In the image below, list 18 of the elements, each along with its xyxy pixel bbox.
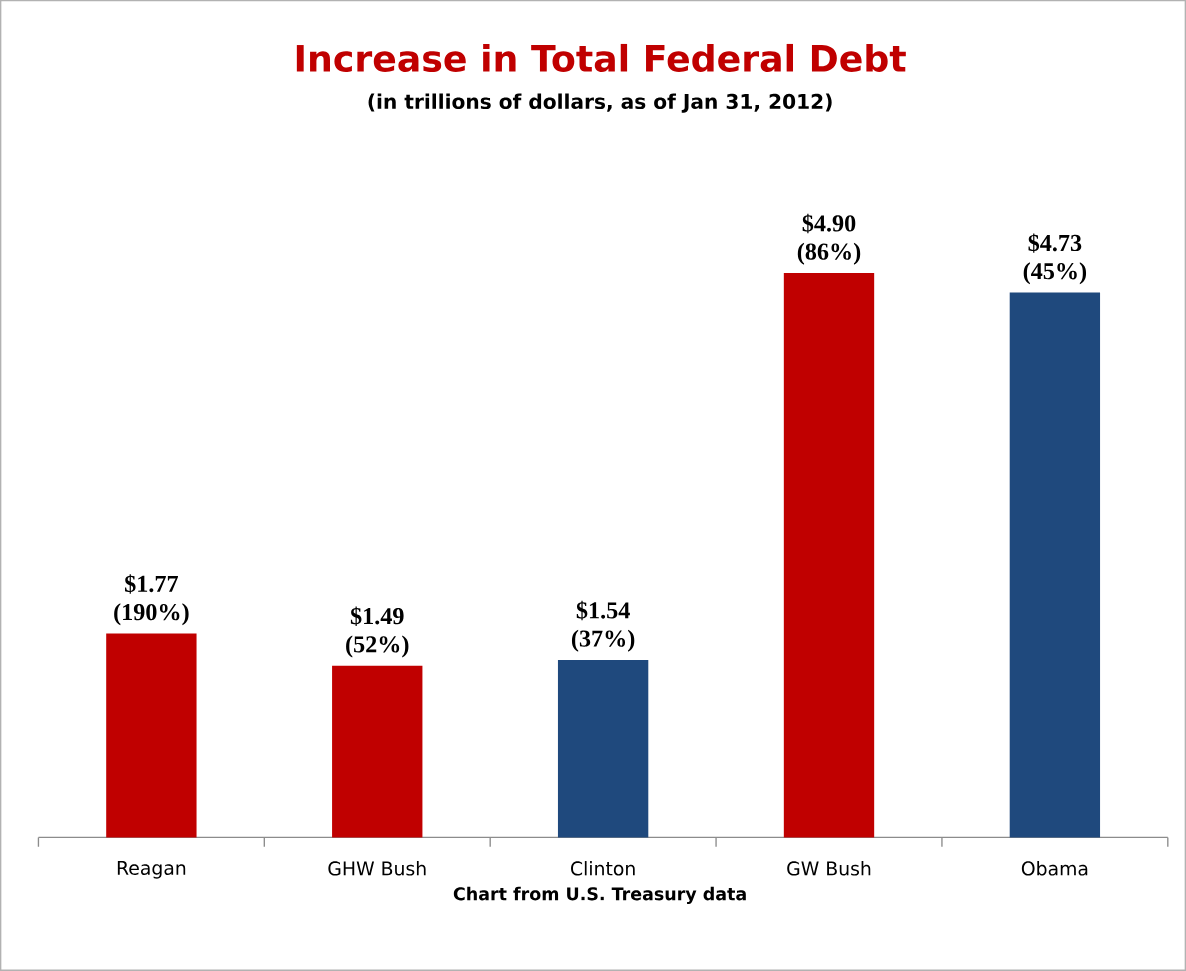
x-tick-label: Clinton	[571, 861, 635, 876]
bar	[783, 273, 875, 838]
text: Chart from U.S. Treasury data	[453, 886, 746, 904]
chart-title: Increase in Total Federal Debt	[296, 43, 906, 73]
data-label: $4.90 (86%)	[797, 213, 861, 265]
data-label: $4.73 (45%)	[1023, 233, 1087, 285]
bar	[106, 633, 197, 838]
bar	[332, 665, 423, 838]
chart-subtitle: (in trillions of dollars, as of Jan 31, 2012)	[368, 93, 832, 113]
x-tick-label: GW Bush	[787, 861, 871, 876]
data-label: $1.77 (190%)	[114, 574, 189, 626]
data-label: $1.54 (37%)	[571, 600, 635, 652]
x-tick-label: GHW Bush	[328, 861, 426, 876]
x-tick-label: Reagan	[117, 861, 186, 879]
x-tick-label: Obama	[1021, 861, 1088, 876]
bar	[557, 660, 649, 838]
data-label: $1.49 (52%)	[346, 606, 409, 658]
bar	[1009, 292, 1101, 838]
